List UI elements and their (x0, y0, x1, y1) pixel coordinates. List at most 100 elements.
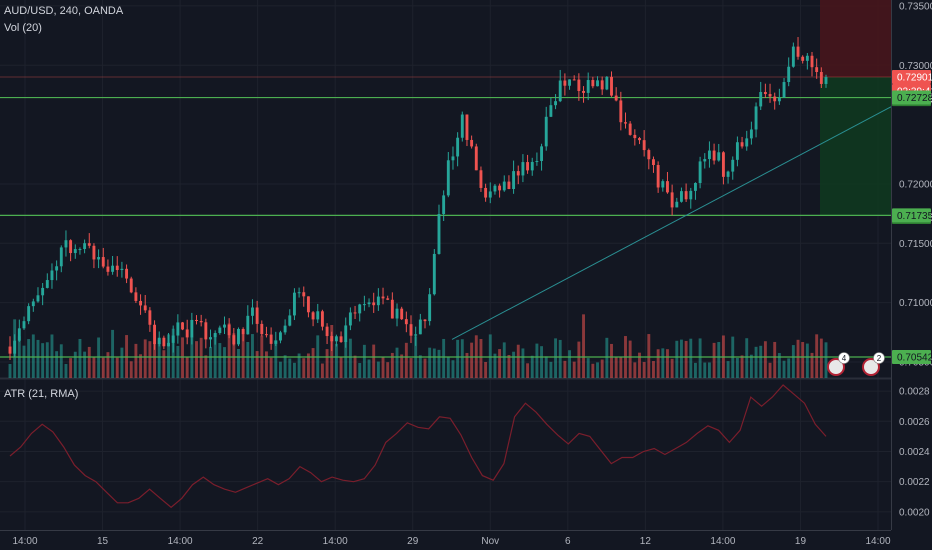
candle-up (460, 114, 464, 138)
candle-up (442, 195, 446, 215)
volume-bar (600, 359, 604, 378)
volume-legend[interactable]: Vol (20) (4, 22, 42, 34)
volume-bar (129, 361, 133, 378)
volume-bar (157, 339, 161, 378)
candle-down (404, 319, 408, 325)
time-tick-label: 14:00 (323, 536, 348, 547)
candle-down (465, 114, 469, 140)
candle-up (437, 214, 441, 254)
candle-up (213, 332, 217, 338)
volume-bar (577, 341, 581, 378)
flag-badge-icon[interactable] (827, 358, 845, 376)
volume-bar (176, 345, 180, 378)
candle-up (661, 181, 665, 188)
candle-up (605, 76, 609, 90)
atr-tick-label: 0.0024 (899, 447, 930, 458)
volume-bar (614, 357, 618, 378)
badge-count: 2 (877, 354, 882, 363)
volume-bar (251, 334, 254, 378)
candle-down (325, 326, 329, 337)
volume-bar (404, 342, 408, 378)
candle-down (796, 46, 800, 57)
candle-down (148, 310, 152, 325)
candle-down (768, 94, 772, 97)
candle-down (670, 192, 674, 208)
candle-up (777, 97, 781, 102)
trendline[interactable] (451, 106, 892, 340)
candle-down (600, 80, 604, 90)
volume-bar (311, 348, 315, 378)
time-tick-label: 22 (252, 536, 264, 547)
volume-bar (292, 362, 296, 378)
position-zones[interactable] (820, 0, 891, 216)
volume-bar (195, 341, 198, 378)
volume-bar (819, 338, 823, 378)
candle-down (409, 324, 413, 336)
candle-up (218, 327, 222, 333)
time-axis[interactable] (0, 530, 932, 550)
candle-down (484, 187, 488, 198)
volume-bar (167, 334, 170, 378)
atr-tick-label: 0.0020 (899, 507, 930, 518)
volume-bar (120, 347, 124, 378)
candle-up (703, 159, 707, 162)
candle-up (456, 137, 460, 157)
candle-up (745, 138, 749, 147)
candle-up (544, 116, 548, 147)
volume-bar (763, 341, 767, 378)
volume-bar (670, 358, 674, 378)
take-profit-zone[interactable] (820, 77, 891, 216)
candle-up (675, 201, 679, 208)
candle-down (255, 307, 259, 324)
volume-bar (740, 355, 744, 378)
candle-down (507, 181, 511, 190)
candle-up (540, 146, 544, 161)
candle-up (787, 66, 791, 83)
volume-bar (633, 362, 637, 378)
candle-up (418, 319, 422, 335)
candle-down (423, 319, 427, 322)
candle-up (512, 171, 516, 190)
volume-bar (801, 342, 805, 378)
symbol-legend[interactable]: AUD/USD, 240, OANDA (4, 5, 124, 17)
candle-up (297, 292, 301, 294)
trend-line[interactable] (451, 106, 892, 340)
candle-down (139, 300, 143, 306)
volume-bar (162, 350, 166, 378)
volume-bar (582, 314, 585, 378)
stop-loss-zone[interactable] (820, 0, 891, 78)
volume-bar (22, 345, 26, 378)
price-label-box (892, 208, 931, 223)
volume-bar (432, 348, 436, 378)
candle-down (474, 146, 478, 171)
candle-up (698, 161, 702, 184)
flag-badge-icon[interactable] (862, 358, 880, 376)
candle-down (92, 245, 96, 260)
candle-up (446, 160, 450, 196)
volume-bar (418, 355, 422, 378)
price-label-text: 0.72901 (897, 73, 932, 84)
candle-up (726, 171, 730, 177)
volume-bar (791, 345, 795, 378)
candle-down (582, 90, 585, 93)
volume-bar (521, 348, 525, 378)
volume-bar (106, 352, 110, 378)
candle-up (759, 92, 763, 107)
atr-legend[interactable]: ATR (21, RMA) (4, 388, 79, 400)
candle-up (251, 307, 254, 316)
candle-up (731, 159, 735, 172)
candle-down (386, 298, 390, 300)
candle-down (740, 142, 744, 147)
horizontal-levels[interactable] (0, 76, 891, 358)
volume-bar (610, 343, 613, 378)
candle-up (157, 337, 161, 345)
candle-down (134, 292, 138, 301)
volume-bar (111, 329, 115, 378)
candle-down (763, 92, 767, 95)
volume-bar (339, 357, 343, 378)
volume-bar (274, 340, 278, 378)
